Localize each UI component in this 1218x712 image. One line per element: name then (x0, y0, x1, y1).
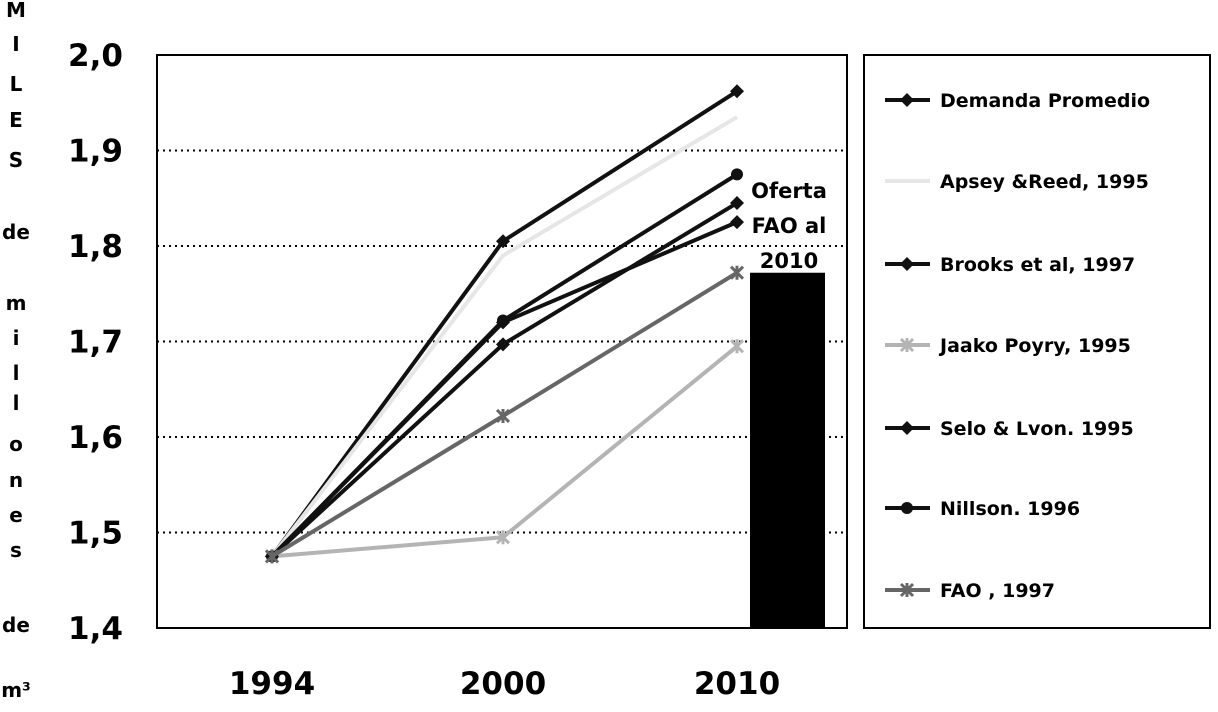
x-tick-label: 2000 (460, 666, 546, 702)
y-axis-label-letter: M (6, 0, 26, 22)
y-tick-label: 1,4 (68, 611, 123, 647)
y-axis-label-letter: l (13, 361, 20, 385)
y-axis-label-letter: S (9, 148, 23, 172)
bar-annotation-line: FAO al (752, 214, 827, 238)
y-axis-label-letter: de (2, 613, 30, 637)
series-3 (264, 339, 745, 564)
series-point (729, 265, 745, 280)
x-tick-label: 1994 (229, 666, 315, 702)
series-point (497, 314, 509, 327)
y-axis-label-letter: m (6, 291, 27, 315)
series-point (495, 408, 511, 424)
y-axis-label-letter: s (10, 538, 22, 562)
series-2 (265, 215, 744, 564)
y-tick-label: 1,8 (68, 229, 123, 265)
y-tick-label: 2,0 (68, 38, 123, 74)
series-line (270, 172, 739, 558)
series-point (495, 530, 511, 545)
series-point (496, 337, 510, 352)
y-axis-label-letter: E (9, 108, 23, 132)
legend-swatch-marker (900, 421, 914, 435)
y-tick-label: 1,7 (68, 325, 123, 361)
legend-item: FAO , 1997 (885, 580, 1055, 602)
series-point (730, 84, 744, 99)
legend-item: Demanda Promedio (885, 90, 1150, 112)
y-tick-label: 1,5 (68, 516, 123, 552)
series-1 (270, 115, 739, 558)
bar-annotation-line: 2010 (760, 249, 818, 273)
y-axis-label-letter: de (2, 220, 30, 244)
legend-label: Demanda Promedio (940, 90, 1150, 112)
series-point (729, 339, 745, 354)
legend-swatch-marker (899, 582, 915, 598)
series-point (730, 196, 744, 211)
bar-annotation-line: Oferta (751, 179, 827, 203)
y-axis-label-letter: o (9, 432, 23, 456)
legend-box (863, 54, 1211, 629)
legend-label: FAO , 1997 (940, 580, 1055, 602)
legend-item: Brooks et al, 1997 (885, 254, 1135, 276)
legend-label: Brooks et al, 1997 (940, 254, 1135, 276)
legend-label: Jaako Poyry, 1995 (938, 335, 1131, 357)
legend-item: Nillson. 1996 (885, 498, 1080, 520)
bar-oferta-fao-2010 (750, 272, 825, 628)
y-axis-label-letter: L (10, 72, 23, 96)
legend-swatch-marker (900, 257, 914, 271)
legend-swatch-marker (901, 502, 913, 514)
series-line (271, 344, 739, 559)
y-axis-label-letter: i (13, 326, 20, 350)
y-tick-label: 1,6 (68, 420, 123, 456)
legend-swatch-marker (899, 337, 915, 353)
series-point (496, 234, 510, 249)
y-axis-label-letter: I (12, 32, 19, 56)
legend-item: Jaako Poyry, 1995 (885, 335, 1131, 357)
y-axis-label-letter: e (9, 503, 23, 527)
series-line (270, 220, 738, 558)
y-tick-label: 1,9 (68, 134, 123, 170)
legend-label: Nillson. 1996 (940, 498, 1080, 520)
series-6 (264, 265, 745, 564)
y-axis-label-letter: m³ (1, 678, 31, 702)
series-point (731, 168, 743, 181)
x-tick-label: 2010 (694, 666, 780, 702)
legend-label: Apsey &Reed, 1995 (940, 171, 1149, 193)
legend-item: Apsey &Reed, 1995 (885, 171, 1149, 193)
series-point (264, 549, 280, 564)
series-5 (266, 168, 743, 563)
legend-label: Selo & Lvon. 1995 (940, 418, 1134, 440)
legend-swatch-marker (900, 93, 914, 107)
series-line (270, 115, 739, 558)
legend-item: Selo & Lvon. 1995 (885, 418, 1134, 440)
y-axis-label-letter: n (9, 468, 23, 492)
series-point (730, 215, 744, 230)
y-axis-label-letter: l (13, 391, 20, 415)
